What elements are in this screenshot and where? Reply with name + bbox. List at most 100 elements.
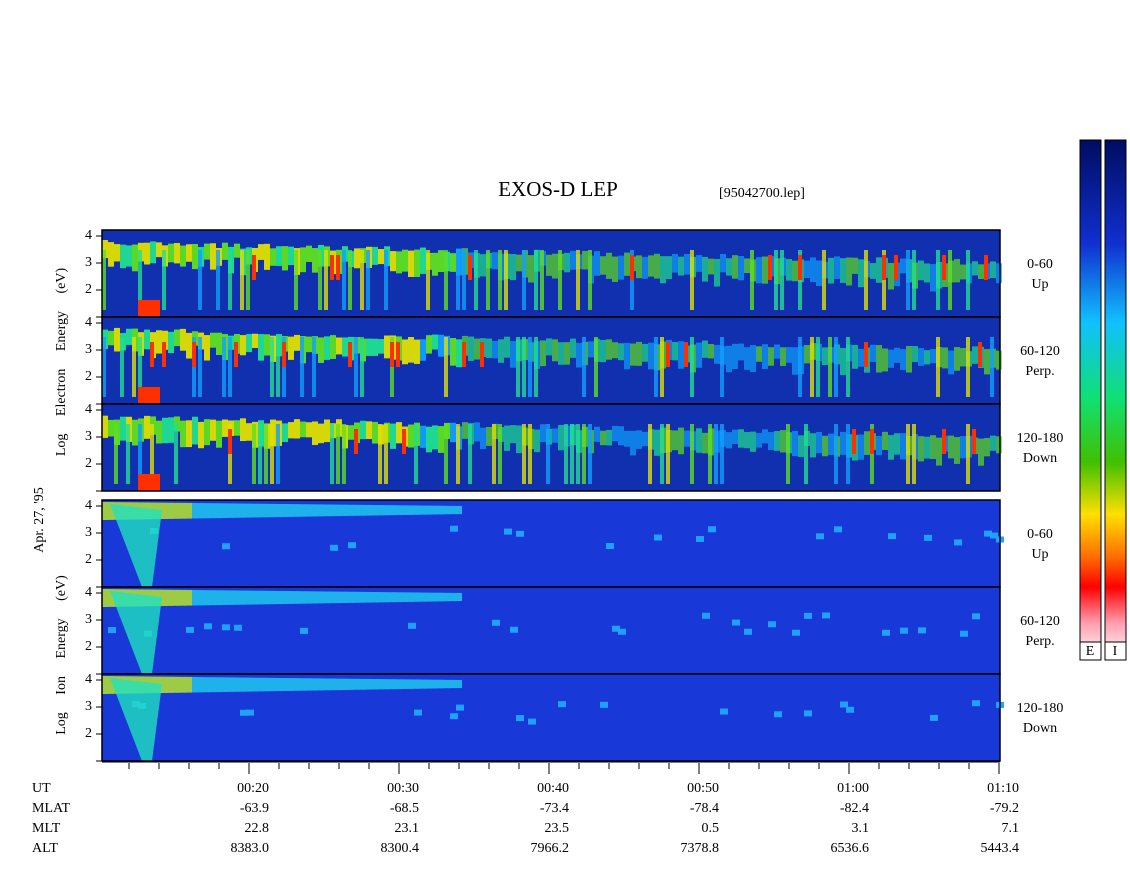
texture [564, 342, 570, 365]
texture [174, 502, 180, 519]
texture [186, 589, 192, 606]
colorbar-box [1104, 641, 1127, 661]
texture [942, 429, 946, 454]
texture [414, 709, 422, 716]
texture [816, 260, 822, 286]
texture [312, 421, 318, 445]
texture [372, 592, 378, 603]
texture [264, 677, 270, 692]
texture [888, 435, 894, 460]
texture [300, 627, 308, 634]
texture [624, 430, 630, 447]
texture [336, 591, 342, 604]
texture [108, 419, 114, 437]
texture [948, 435, 954, 459]
texture [918, 260, 924, 281]
texture [366, 504, 372, 516]
texture [912, 250, 916, 310]
texture [792, 347, 798, 375]
texture [162, 250, 166, 310]
texture [720, 424, 724, 484]
row-name: ALT [32, 841, 58, 856]
texture [834, 424, 838, 484]
texture [606, 543, 614, 550]
y-tick-label: 4 [85, 585, 92, 600]
texture [858, 259, 864, 288]
texture [330, 255, 334, 280]
texture [900, 627, 908, 634]
texture [438, 505, 444, 515]
texture [456, 505, 462, 515]
texture [444, 592, 450, 602]
texture [246, 423, 252, 441]
texture [882, 431, 888, 451]
texture [738, 343, 744, 361]
texture [828, 257, 834, 284]
texture [252, 677, 258, 692]
texture [630, 343, 636, 366]
texture [402, 249, 408, 272]
texture [162, 330, 168, 350]
texture [504, 336, 510, 358]
texture [330, 678, 336, 691]
colorbar-label: E [1086, 644, 1095, 659]
texture [342, 678, 348, 690]
texture [774, 344, 780, 359]
texture [384, 505, 390, 516]
texture [306, 504, 312, 517]
panel-angle: 60-120 [1020, 614, 1060, 629]
texture [846, 337, 850, 397]
texture [504, 425, 510, 451]
texture [624, 252, 630, 276]
y-tick-label: 4 [85, 315, 92, 330]
texture [426, 250, 430, 310]
texture [276, 337, 280, 397]
texture [162, 417, 168, 444]
texture [204, 419, 210, 446]
texture [378, 592, 384, 603]
texture [210, 590, 216, 606]
panel-direction: Up [1031, 547, 1048, 562]
texture [402, 679, 408, 689]
texture [426, 426, 432, 453]
texture [438, 592, 444, 602]
texture [360, 504, 366, 516]
texture [306, 245, 312, 262]
texture [288, 504, 294, 517]
texture [870, 429, 874, 454]
texture [390, 423, 396, 449]
texture [300, 337, 304, 397]
texture [264, 334, 270, 356]
texture [336, 678, 342, 691]
texture [666, 256, 672, 280]
texture [324, 504, 330, 517]
colorbar [1079, 139, 1102, 661]
texture [948, 350, 954, 375]
texture [702, 612, 710, 619]
texture [564, 424, 568, 484]
texture [876, 345, 882, 373]
texture [480, 254, 486, 277]
texture [540, 424, 546, 442]
texture [828, 337, 832, 397]
panel-angle: 120-180 [1017, 701, 1064, 716]
texture [216, 590, 222, 606]
texture [330, 335, 336, 359]
row-value: -63.9 [240, 801, 269, 816]
texture [690, 424, 694, 484]
texture [180, 589, 186, 606]
texture [522, 337, 526, 397]
texture [324, 336, 330, 360]
texture [528, 255, 534, 283]
texture [894, 433, 900, 455]
texture [726, 432, 732, 449]
texture [528, 424, 532, 484]
texture [258, 503, 264, 518]
texture [204, 623, 212, 630]
y-tick-label: 3 [85, 612, 92, 627]
texture [222, 242, 228, 260]
texture [558, 342, 564, 365]
texture [198, 250, 202, 310]
texture [216, 250, 220, 310]
texture [234, 503, 240, 518]
